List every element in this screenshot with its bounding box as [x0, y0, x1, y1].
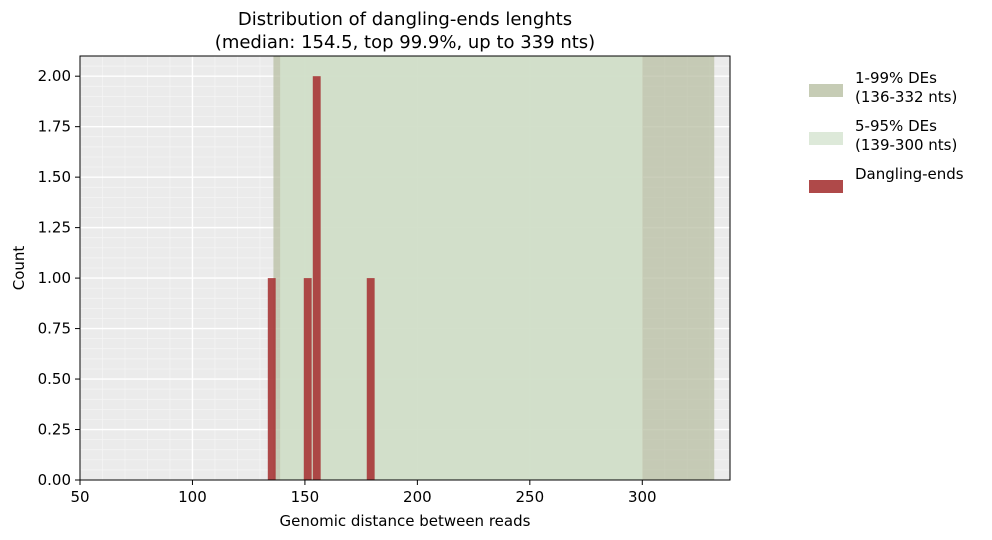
histogram-bar — [303, 278, 312, 480]
y-tick-label: 1.25 — [38, 219, 71, 237]
x-tick-label: 200 — [403, 488, 432, 506]
band-2 — [280, 56, 643, 480]
histogram-bar — [312, 76, 321, 480]
y-tick-label: 0.75 — [38, 320, 71, 338]
legend-swatch-1 — [809, 84, 843, 97]
chart-title: Distribution of dangling-ends lenghts — [238, 9, 572, 30]
y-tick-label: 1.75 — [38, 118, 71, 136]
histogram-bar — [267, 278, 276, 480]
x-tick-label: 250 — [516, 488, 545, 506]
legend-swatch-3 — [809, 180, 843, 193]
y-axis-label: Count — [10, 246, 28, 291]
legend-label-2: (139-300 nts) — [855, 136, 957, 154]
legend: 1-99% DEs(136-332 nts) 5-95% DEs(139-300 … — [809, 69, 964, 193]
plot-frame — [79, 55, 731, 481]
x-tick-label: 100 — [178, 488, 207, 506]
legend-label-2: 5-95% DEs — [855, 117, 937, 135]
x-tick-label: 300 — [628, 488, 657, 506]
legend-label-1: 1-99% DEs — [855, 69, 937, 87]
legend-label-3: Dangling-ends — [855, 165, 964, 183]
x-tick-label: 150 — [291, 488, 320, 506]
chart-subtitle: (median: 154.5, top 99.9%, up to 339 nts… — [215, 32, 595, 53]
y-tick-label: 0.25 — [38, 421, 71, 439]
y-tick-label: 1.00 — [38, 269, 71, 287]
y-tick-label: 0.00 — [38, 471, 71, 489]
y-tick-label: 2.00 — [38, 67, 71, 85]
plot-area — [79, 55, 731, 481]
histogram-bar — [366, 278, 375, 480]
x-tick-label: 50 — [70, 488, 89, 506]
legend-label-1: (136-332 nts) — [855, 88, 957, 106]
x-axis-label: Genomic distance between reads — [280, 512, 531, 530]
y-tick-label: 0.50 — [38, 370, 71, 388]
legend-swatch-2 — [809, 132, 843, 145]
y-tick-label: 1.50 — [38, 168, 71, 186]
